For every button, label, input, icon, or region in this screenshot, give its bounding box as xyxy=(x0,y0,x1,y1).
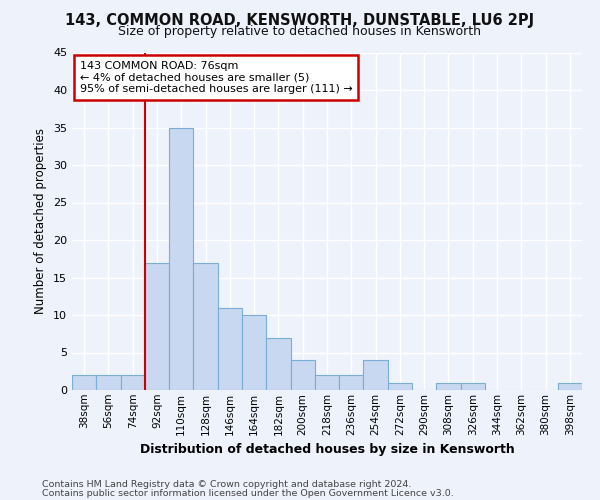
Bar xyxy=(315,375,339,390)
Bar xyxy=(121,375,145,390)
Text: Contains public sector information licensed under the Open Government Licence v3: Contains public sector information licen… xyxy=(42,490,454,498)
Bar xyxy=(436,382,461,390)
Text: 143, COMMON ROAD, KENSWORTH, DUNSTABLE, LU6 2PJ: 143, COMMON ROAD, KENSWORTH, DUNSTABLE, … xyxy=(65,12,535,28)
Bar xyxy=(242,315,266,390)
Bar xyxy=(558,382,582,390)
Bar xyxy=(339,375,364,390)
X-axis label: Distribution of detached houses by size in Kensworth: Distribution of detached houses by size … xyxy=(140,443,514,456)
Text: 143 COMMON ROAD: 76sqm
← 4% of detached houses are smaller (5)
95% of semi-detac: 143 COMMON ROAD: 76sqm ← 4% of detached … xyxy=(80,61,352,94)
Bar xyxy=(266,338,290,390)
Bar xyxy=(145,262,169,390)
Bar xyxy=(461,382,485,390)
Bar xyxy=(388,382,412,390)
Text: Size of property relative to detached houses in Kensworth: Size of property relative to detached ho… xyxy=(119,25,482,38)
Bar xyxy=(364,360,388,390)
Bar xyxy=(169,128,193,390)
Bar xyxy=(193,262,218,390)
Bar xyxy=(72,375,96,390)
Bar xyxy=(218,308,242,390)
Bar xyxy=(290,360,315,390)
Bar xyxy=(96,375,121,390)
Text: Contains HM Land Registry data © Crown copyright and database right 2024.: Contains HM Land Registry data © Crown c… xyxy=(42,480,412,489)
Y-axis label: Number of detached properties: Number of detached properties xyxy=(34,128,47,314)
